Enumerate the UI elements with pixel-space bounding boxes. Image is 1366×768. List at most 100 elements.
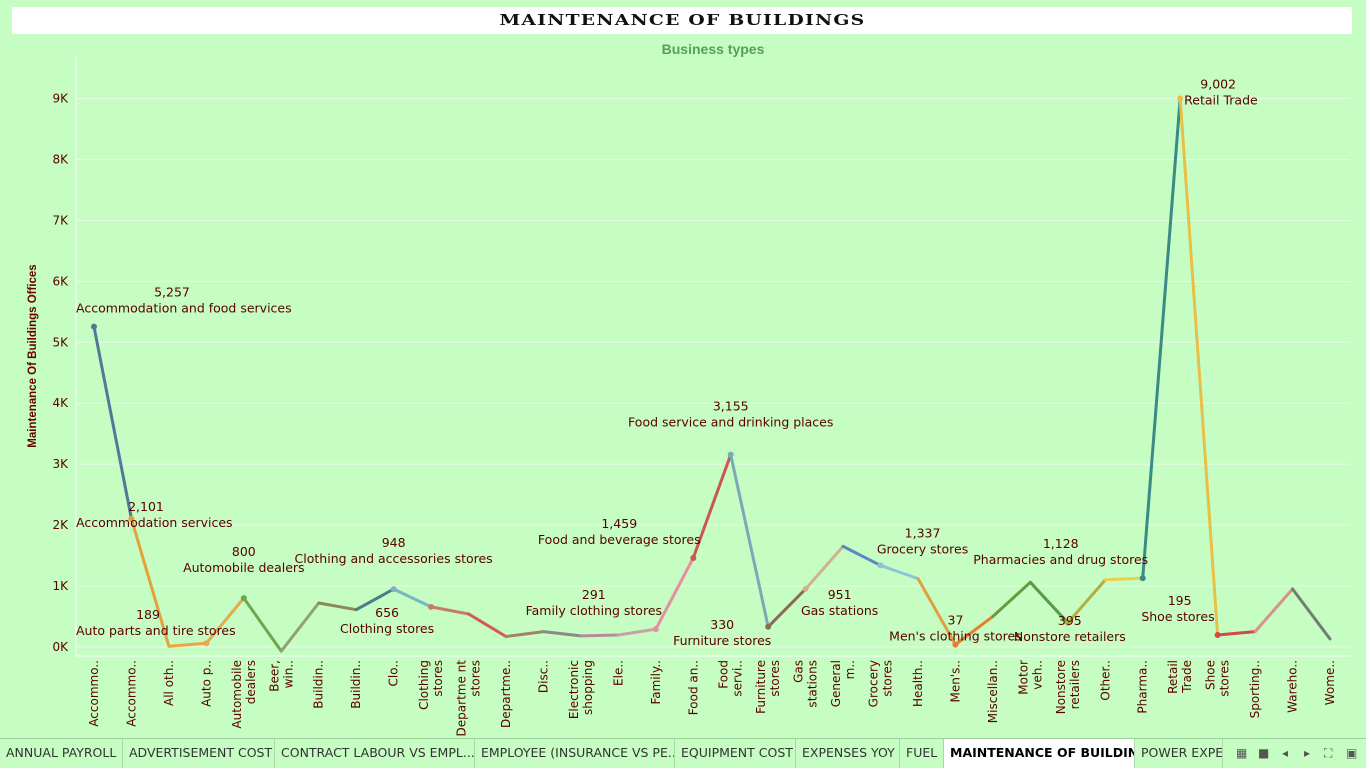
tab-fuel[interactable]: FUEL: [900, 739, 944, 768]
x-tick-label: Disc..: [536, 660, 550, 693]
y-tick-label: 4K: [52, 396, 69, 410]
series-line-segment: [1103, 576, 1145, 582]
data-label-name: Auto parts and tire stores: [76, 623, 236, 638]
series-line-segment: [504, 630, 545, 639]
x-tick-label: Clo..: [387, 660, 401, 686]
series-line-segment: [916, 577, 957, 647]
data-label-name: Accommodation services: [76, 515, 233, 530]
x-tick-label: Nonstoreretailers: [1054, 660, 1082, 714]
data-point[interactable]: [727, 451, 734, 458]
previous-tab-icon[interactable]: ◂: [1282, 746, 1289, 760]
x-tick-label: Miscellan..: [986, 660, 1000, 723]
series-line-segment: [729, 453, 770, 629]
series-line-segment: [991, 580, 1032, 618]
data-label-value: 37: [948, 613, 964, 628]
tab-power-expenses[interactable]: POWER EXPEN: [1135, 739, 1223, 768]
x-tick-label: Pharma..: [1136, 660, 1150, 714]
x-tick-label: RetailTrade: [1166, 660, 1194, 694]
grid-view-icon[interactable]: ▦: [1236, 746, 1248, 760]
data-point[interactable]: [91, 323, 97, 330]
data-label-value: 948: [382, 535, 406, 550]
data-label-value: 2,101: [128, 499, 164, 514]
data-point[interactable]: [1139, 575, 1146, 582]
y-tick-label: 3K: [52, 457, 69, 471]
x-tick-label: Wareho..: [1286, 660, 1300, 713]
data-point[interactable]: [240, 595, 247, 602]
fullscreen-icon[interactable]: ⛶: [1324, 746, 1333, 760]
data-label-value: 395: [1058, 613, 1082, 628]
chart-area: Business types 0K 1K 2K 3K 4K 5K 6K 7K 8K 9K Mainte…: [0, 36, 1366, 736]
tab-annual-payroll[interactable]: ANNUAL PAYROLL: [0, 739, 123, 768]
data-label-name: Shoe stores: [1141, 609, 1214, 624]
x-tick-label: Men's..: [948, 660, 962, 703]
data-point[interactable]: [690, 554, 697, 561]
data-label-name: Gas stations: [801, 603, 878, 618]
data-label-name: Pharmacies and drug stores: [973, 552, 1148, 567]
data-label-name: Furniture stores: [673, 633, 771, 648]
x-tick-label: Furniturestores: [754, 660, 782, 714]
data-point[interactable]: [1214, 631, 1221, 638]
data-point[interactable]: [952, 641, 959, 648]
series-line-segment: [616, 627, 658, 637]
x-tick-label: Departme ntstores: [455, 660, 483, 736]
series-line-segment: [392, 587, 433, 609]
data-point[interactable]: [428, 603, 435, 610]
tab-maintenance-of-buildings[interactable]: MAINTENANCE OF BUILDINGS: [944, 739, 1135, 768]
tab-contract-labour[interactable]: CONTRACT LABOUR VS EMPL...: [275, 739, 475, 768]
data-point[interactable]: [203, 640, 210, 647]
single-view-icon[interactable]: ■: [1258, 746, 1270, 760]
tab-expenses-yoy[interactable]: EXPENSES YOY: [796, 739, 900, 768]
series-line-segment: [804, 544, 845, 591]
data-point[interactable]: [128, 515, 135, 522]
data-point[interactable]: [652, 626, 659, 633]
data-label-value: 9,002: [1200, 77, 1236, 92]
data-label-value: 1,128: [1043, 536, 1079, 551]
data-label-name: Men's clothing stores: [889, 629, 1022, 644]
x-tick-label: Grocerystores: [867, 660, 895, 707]
x-tick-label: Family..: [649, 660, 663, 705]
next-tab-icon[interactable]: ▸: [1304, 746, 1311, 760]
x-tick-label: Buildin..: [349, 660, 363, 709]
series-line-segment: [467, 612, 508, 639]
series-line-segment: [1141, 97, 1182, 580]
x-tick-label: Shoestores: [1204, 660, 1232, 697]
data-point[interactable]: [390, 586, 397, 593]
series-line-segment: [654, 556, 695, 631]
data-label-name: Automobile dealers: [183, 560, 305, 575]
series-line-segment: [167, 641, 208, 648]
data-label-value: 330: [710, 617, 734, 632]
data-point[interactable]: [877, 562, 884, 569]
line-chart: Business types 0K 1K 2K 3K 4K 5K 6K 7K 8K 9K Mainte…: [27, 41, 1350, 736]
series-line-segment: [1291, 587, 1332, 641]
data-label-name: Clothing stores: [340, 621, 434, 636]
x-tick-label: Wome..: [1323, 660, 1337, 705]
tab-advertisement-cost[interactable]: ADVERTISEMENT COST: [123, 739, 275, 768]
tab-employee-insurance[interactable]: EMPLOYEE (INSURANCE VS PE...: [475, 739, 675, 768]
y-tick-label: 8K: [52, 153, 69, 167]
series-line-segment: [429, 605, 471, 616]
data-label-value: 291: [582, 587, 606, 602]
sheet-tabs: ANNUAL PAYROLL ADVERTISEMENT COST CONTRA…: [0, 738, 1366, 768]
x-tick-label: Health..: [911, 660, 925, 707]
data-point[interactable]: [1177, 95, 1184, 102]
y-tick-label: 6K: [52, 274, 69, 288]
data-label-name: Family clothing stores: [526, 603, 662, 618]
y-tick-label: 7K: [52, 213, 69, 227]
data-point[interactable]: [765, 623, 772, 630]
series-line-segment: [1178, 97, 1220, 637]
present-icon[interactable]: ▣: [1346, 746, 1358, 760]
x-tick-label: Sporting..: [1248, 660, 1262, 718]
data-label-value: 951: [828, 587, 852, 602]
tab-equipment-cost[interactable]: EQUIPMENT COST: [675, 739, 796, 768]
data-label-value: 189: [136, 607, 160, 622]
data-point[interactable]: [1064, 619, 1071, 626]
series-line-segment: [691, 453, 733, 560]
y-axis-title: Maintenance Of Buildings Offices: [27, 264, 39, 447]
x-tick-label: Buildin..: [312, 660, 326, 709]
data-point[interactable]: [802, 585, 809, 592]
series-line-segment: [279, 601, 321, 653]
x-tick-label: Accommo..: [87, 660, 101, 727]
x-tick-label: Gasstations: [792, 660, 820, 708]
data-label-value: 1,337: [905, 525, 941, 540]
